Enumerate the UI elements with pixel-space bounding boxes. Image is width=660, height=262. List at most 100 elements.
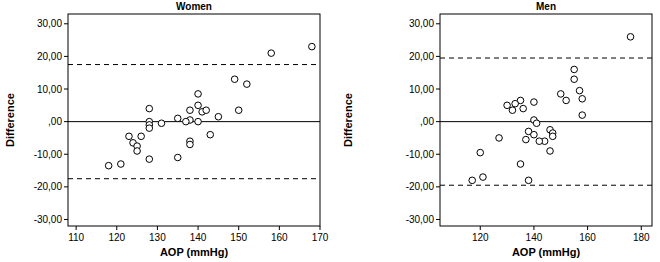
page: {"chart_data": [ {"type": "scatter", "ti… [0, 0, 660, 262]
data-point [134, 148, 141, 155]
y-tick-label: -20,00 [406, 181, 435, 192]
x-tick-label: 150 [230, 232, 247, 243]
y-axis-label: Difference [4, 93, 16, 147]
data-point [531, 99, 538, 106]
data-point [118, 161, 125, 168]
data-point [525, 177, 532, 184]
y-tick-label: -10,00 [34, 149, 63, 160]
data-point [203, 107, 210, 114]
data-point [512, 100, 519, 107]
data-point [517, 161, 524, 168]
data-point [105, 162, 112, 169]
y-tick [436, 121, 440, 122]
y-tick [436, 219, 440, 220]
data-point [183, 118, 190, 125]
data-point [309, 43, 316, 50]
x-tick [533, 226, 534, 230]
x-tick-label: 180 [633, 232, 650, 243]
x-tick-label: 120 [472, 232, 489, 243]
data-point [579, 112, 586, 119]
x-tick-label: 110 [68, 232, 84, 243]
data-point [469, 177, 476, 184]
chart-title: Women [176, 1, 212, 12]
x-tick [116, 226, 117, 230]
x-tick [480, 226, 481, 230]
mean-line [68, 121, 320, 122]
data-point [146, 105, 153, 112]
figure: Women -30,00 -20,00 -10,00 ,00 10,00 20,00 30,0… [0, 0, 660, 262]
data-point [549, 133, 556, 140]
data-point [480, 174, 487, 181]
data-point [195, 102, 202, 109]
y-tick-label: ,00 [48, 116, 62, 127]
data-point [531, 131, 538, 138]
x-tick [198, 226, 199, 230]
y-tick [436, 154, 440, 155]
y-tick [64, 23, 68, 24]
data-point [504, 102, 511, 109]
data-point [268, 50, 275, 57]
chart-1: Men-30,00-20,00-10,00,0010,0020,0030,001… [342, 1, 652, 258]
y-tick-label: 10,00 [37, 84, 62, 95]
limit-line [68, 64, 320, 65]
data-point [520, 105, 527, 112]
y-tick-label: 30,00 [37, 18, 62, 29]
y-tick [64, 186, 68, 187]
data-point [627, 34, 634, 41]
data-point [231, 76, 238, 83]
x-tick-label: 160 [579, 232, 596, 243]
x-tick-label: 120 [108, 232, 125, 243]
limit-line [440, 58, 652, 59]
data-point [547, 148, 554, 155]
chart-0: Women-30,00-20,00-10,00,0010,0020,0030,0… [4, 1, 329, 258]
data-point [523, 136, 530, 143]
data-point [536, 138, 543, 145]
data-point [533, 120, 540, 127]
plot-frame [440, 14, 652, 226]
y-tick-label: -30,00 [406, 214, 435, 225]
x-tick [279, 226, 280, 230]
data-point [571, 66, 578, 73]
data-point [244, 81, 251, 88]
data-point [174, 154, 181, 161]
plot-frame [68, 14, 320, 226]
y-tick [436, 89, 440, 90]
mean-line [440, 121, 652, 122]
data-point [509, 107, 516, 114]
y-tick-label: -10,00 [406, 149, 435, 160]
data-point [215, 113, 222, 120]
x-tick [641, 226, 642, 230]
x-tick [157, 226, 158, 230]
data-point [195, 118, 202, 125]
data-point [146, 125, 153, 132]
x-tick-label: 140 [526, 232, 543, 243]
y-tick [436, 23, 440, 24]
data-point [571, 76, 578, 83]
data-point [187, 141, 194, 148]
data-point [207, 131, 214, 138]
plot-area [68, 43, 320, 178]
y-tick [64, 121, 68, 122]
limit-line [440, 185, 652, 186]
data-point [496, 135, 503, 142]
data-point [576, 87, 583, 94]
data-point [146, 156, 153, 163]
x-tick-label: 160 [271, 232, 288, 243]
y-tick [64, 56, 68, 57]
data-point [195, 91, 202, 98]
data-point [235, 107, 242, 114]
y-tick-label: 20,00 [37, 51, 62, 62]
x-tick [587, 226, 588, 230]
x-tick-label: 140 [190, 232, 207, 243]
y-tick-label: -20,00 [34, 181, 63, 192]
y-axis-label: Difference [342, 93, 354, 147]
y-tick-label: 20,00 [409, 51, 434, 62]
plot-area [440, 34, 652, 186]
x-axis-label: AOP (mmHg) [512, 246, 581, 258]
data-point [563, 97, 570, 104]
limit-line [68, 178, 320, 179]
data-point [158, 120, 165, 127]
y-tick [64, 89, 68, 90]
data-point [187, 107, 194, 114]
x-tick-label: 130 [149, 232, 166, 243]
